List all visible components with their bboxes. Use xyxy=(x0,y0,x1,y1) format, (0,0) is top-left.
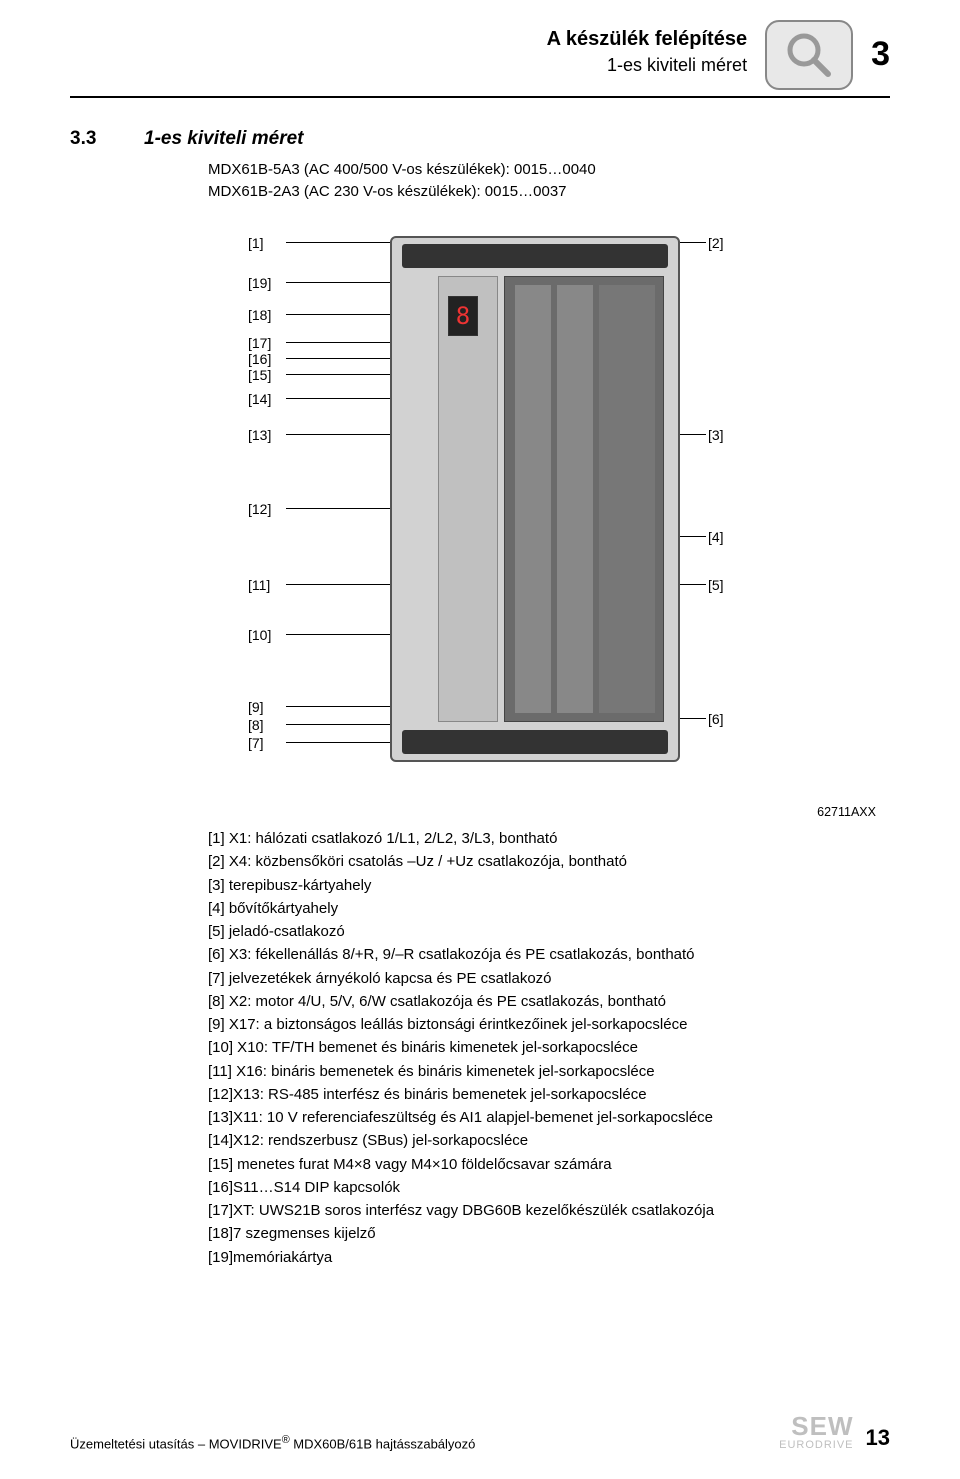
callout-label: [10] xyxy=(248,626,271,645)
legend-item: [17]XT: UWS21B soros interfész vagy DBG6… xyxy=(208,1199,890,1222)
footer-text: Üzemeltetési utasítás – MOVIDRIVE® MDX60… xyxy=(70,1433,475,1453)
legend-item: [19]memóriakártya xyxy=(208,1246,890,1269)
callout-label: [7] xyxy=(248,734,264,753)
callout-label: [1] xyxy=(248,234,264,253)
callout-label: [6] xyxy=(708,710,724,729)
legend-list: [1] X1: hálózati csatlakozó 1/L1, 2/L2, … xyxy=(208,827,890,1269)
callout-label: [2] xyxy=(708,234,724,253)
header-divider xyxy=(70,96,890,98)
legend-item: [11] X16: bináris bemenetek és bináris k… xyxy=(208,1060,890,1083)
header-subtitle: 1-es kiviteli méret xyxy=(547,53,747,77)
callout-label: [15] xyxy=(248,366,271,385)
callout-label: [9] xyxy=(248,698,264,717)
legend-item: [18]7 szegmenses kijelző xyxy=(208,1222,890,1245)
sew-logo: SEW EURODRIVE xyxy=(779,1415,853,1453)
model-line-b: MDX61B-2A3 (AC 230 V-os készülékek): 001… xyxy=(208,182,890,202)
legend-item: [8] X2: motor 4/U, 5/V, 6/W csatlakozója… xyxy=(208,990,890,1013)
legend-item: [2] X4: közbensőköri csatolás –Uᴢ / +Uᴢ … xyxy=(208,850,890,873)
callout-label: [8] xyxy=(248,716,264,735)
legend-item: [4] bővítőkártyahely xyxy=(208,897,890,920)
legend-item: [14]X12: rendszerbusz (SBus) jel-sorkapo… xyxy=(208,1129,890,1152)
legend-item: [9] X17: a biztonságos leállás biztonság… xyxy=(208,1013,890,1036)
callout-label: [13] xyxy=(248,426,271,445)
header-title: A készülék felépítése xyxy=(547,26,747,53)
legend-item: [10] X10: TF/TH bemenet és bináris kimen… xyxy=(208,1036,890,1059)
callout-label: [14] xyxy=(248,390,271,409)
callout-label: [18] xyxy=(248,306,271,325)
section-title: 1-es kiviteli méret xyxy=(144,126,303,152)
callout-label: [4] xyxy=(708,528,724,547)
seven-seg-display: 8 xyxy=(448,296,478,336)
device-body: 8 xyxy=(390,236,680,762)
legend-item: [3] terepibusz-kártyahely xyxy=(208,874,890,897)
page-number: 13 xyxy=(866,1423,890,1453)
section-number: 3.3 xyxy=(70,126,116,152)
page-footer: Üzemeltetési utasítás – MOVIDRIVE® MDX60… xyxy=(70,1415,890,1453)
legend-item: [16]S11…S14 DIP kapcsolók xyxy=(208,1176,890,1199)
legend-item: [13]X11: 10 V referenciafeszültség és AI… xyxy=(208,1106,890,1129)
legend-item: [12]X13: RS-485 interfész és bináris bem… xyxy=(208,1083,890,1106)
device-diagram: 8 [1][19][18][17][16][15][14][13][12][11… xyxy=(208,218,848,798)
legend-item: [15] menetes furat M4×8 vagy M4×10 földe… xyxy=(208,1153,890,1176)
image-code: 62711AXX xyxy=(208,804,876,821)
callout-label: [3] xyxy=(708,426,724,445)
callout-label: [12] xyxy=(248,500,271,519)
page-header: A készülék felépítése 1-es kiviteli mére… xyxy=(70,20,890,90)
legend-item: [7] jelvezetékek árnyékoló kapcsa és PE … xyxy=(208,967,890,990)
chapter-number: 3 xyxy=(871,20,890,78)
legend-item: [1] X1: hálózati csatlakozó 1/L1, 2/L2, … xyxy=(208,827,890,850)
model-line-a: MDX61B-5A3 (AC 400/500 V-os készülékek):… xyxy=(208,160,890,180)
callout-label: [11] xyxy=(248,576,270,595)
magnifier-icon xyxy=(765,20,853,90)
legend-item: [6] X3: fékellenállás 8/+R, 9/–R csatlak… xyxy=(208,943,890,966)
callout-label: [19] xyxy=(248,274,271,293)
legend-item: [5] jeladó-csatlakozó xyxy=(208,920,890,943)
section-heading: 3.3 1-es kiviteli méret xyxy=(70,126,890,152)
callout-label: [5] xyxy=(708,576,724,595)
